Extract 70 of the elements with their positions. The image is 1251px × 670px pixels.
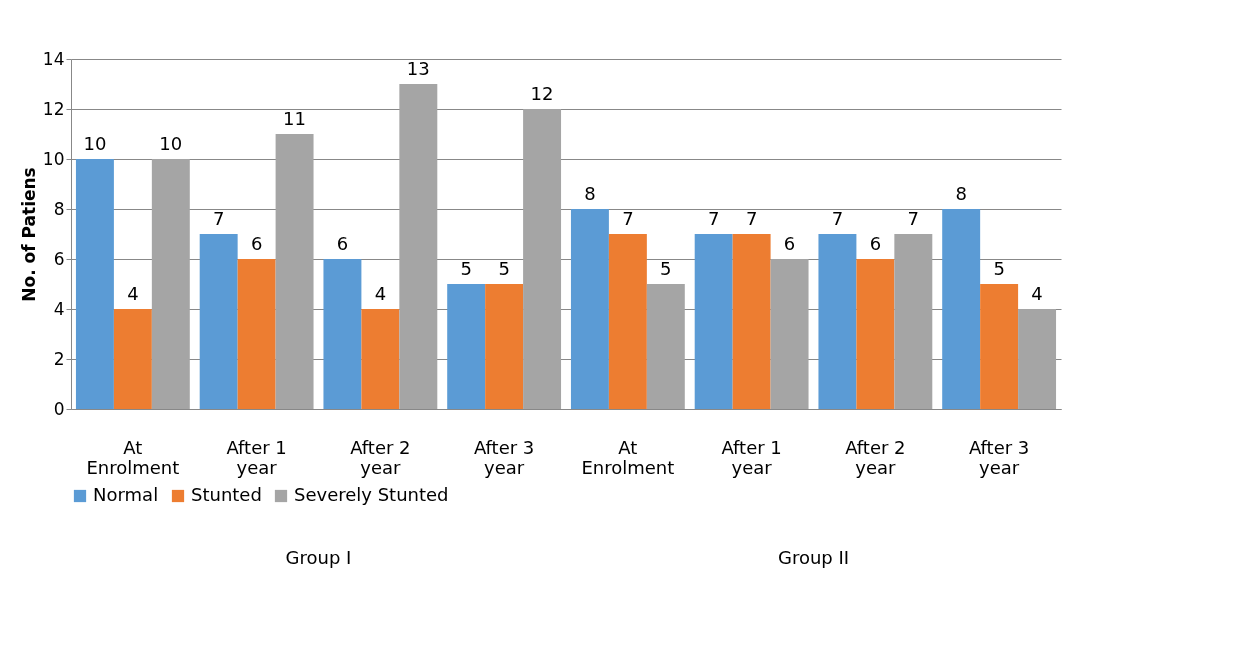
x-tick-label: At Enrolment (581, 436, 675, 478)
data-label: 12 (530, 83, 554, 104)
data-label: 5 (460, 258, 472, 279)
bar (770, 259, 809, 409)
bar (818, 234, 857, 409)
bar (447, 284, 486, 409)
bar (113, 309, 152, 409)
y-tick-label: 8 (53, 198, 65, 219)
data-label: 7 (707, 208, 720, 229)
x-tick-label: At Enrolment (86, 436, 180, 478)
y-tick-label: 6 (53, 248, 65, 269)
bar (570, 209, 609, 409)
data-label: 7 (745, 208, 758, 229)
bar (199, 234, 238, 409)
bar (856, 259, 895, 409)
bar (694, 234, 733, 409)
bar (1018, 309, 1057, 409)
y-tick-label: 10 (42, 148, 65, 169)
bar (75, 159, 114, 409)
data-label: 8 (584, 183, 596, 204)
bar (485, 284, 524, 409)
bar (894, 234, 933, 409)
data-label: 7 (212, 208, 225, 229)
legend-label: Normal (93, 484, 159, 505)
data-label: 13 (406, 58, 430, 79)
legend-label: Severely Stunted (294, 484, 449, 505)
data-label: 4 (374, 283, 387, 304)
data-label: 5 (498, 258, 510, 279)
text: Group II (777, 547, 850, 568)
bar (151, 159, 190, 409)
data-label: 7 (831, 208, 844, 229)
data-label: 4 (127, 283, 139, 304)
bar (523, 109, 562, 409)
data-label: 7 (622, 208, 634, 229)
bar (399, 84, 438, 409)
y-tick-label: 4 (53, 298, 65, 319)
data-label: 10 (83, 133, 107, 154)
data-label: 6 (783, 233, 796, 254)
bar (323, 259, 362, 409)
bar (275, 134, 314, 409)
x-tick-label: After 3 year (968, 436, 1030, 478)
y-tick-label: 14 (42, 48, 65, 69)
bar (608, 234, 647, 409)
data-label: 4 (1031, 283, 1043, 304)
data-label: 6 (869, 233, 882, 254)
y-tick-label: 12 (42, 98, 65, 119)
data-label: 10 (159, 133, 183, 154)
x-tick-label: After 2 year (845, 436, 906, 478)
bar (942, 209, 981, 409)
legend-label: Stunted (191, 484, 262, 505)
bar (732, 234, 771, 409)
data-label: 5 (993, 258, 1005, 279)
y-tick-label: 2 (53, 348, 65, 369)
bar (980, 284, 1019, 409)
bar (237, 259, 276, 409)
bar (361, 309, 400, 409)
y-axis-title: No. of Patiens (18, 167, 39, 302)
x-tick-label: After 1 year (226, 436, 287, 478)
data-label: 8 (955, 183, 967, 204)
data-label: 6 (336, 233, 349, 254)
x-tick-label: After 1 year (721, 436, 782, 478)
x-tick-label: After 3 year (473, 436, 535, 478)
bar (646, 284, 685, 409)
text: Group I (285, 547, 352, 568)
data-label: 5 (660, 258, 672, 279)
data-label: 6 (250, 233, 263, 254)
y-tick-label: 0 (53, 398, 65, 419)
x-tick-label: After 2 year (350, 436, 411, 478)
data-label: 11 (283, 108, 307, 129)
data-label: 7 (907, 208, 920, 229)
